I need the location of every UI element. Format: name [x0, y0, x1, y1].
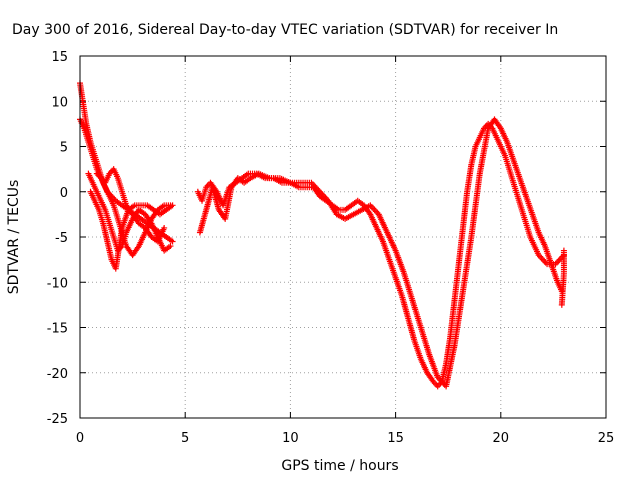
x-tick-label: 5	[181, 431, 189, 446]
x-tick-label: 0	[76, 431, 84, 446]
series-segment-5	[93, 166, 168, 245]
y-tick-label: -10	[47, 276, 68, 291]
chart-title: Day 300 of 2016, Sidereal Day-to-day VTE…	[12, 22, 558, 38]
series-segment-6	[194, 120, 567, 390]
series-outliers	[558, 247, 567, 308]
data-point	[558, 301, 565, 308]
series-segment-2	[77, 116, 174, 259]
grid-layer	[80, 56, 606, 418]
y-tick-label: -5	[55, 231, 68, 246]
y-tick-label: -20	[47, 367, 68, 382]
y-tick-label: -15	[47, 322, 68, 337]
series-segment-3	[85, 170, 174, 254]
y-tick-label: 0	[60, 186, 68, 201]
x-tick-label: 25	[598, 431, 615, 446]
y-tick-label: 5	[60, 141, 68, 156]
data-point	[169, 238, 176, 245]
data-point	[169, 202, 176, 209]
series-segment-7	[196, 116, 565, 390]
y-axis-label: SDTVAR / TECUs	[6, 180, 22, 295]
x-axis: 0 5 10 15 20 25	[76, 56, 614, 446]
y-axis: 15 10 5 0 -5 -10 -15 -20 -25	[47, 50, 606, 427]
x-tick-label: 10	[282, 431, 299, 446]
y-tick-label: 15	[51, 50, 68, 65]
y-tick-label: -25	[47, 412, 68, 427]
y-tick-label: 10	[51, 95, 68, 110]
data-point	[167, 243, 174, 250]
x-tick-label: 20	[493, 431, 510, 446]
plot-frame	[79, 55, 607, 419]
series-segment-4	[87, 188, 176, 272]
x-tick-label: 15	[387, 431, 404, 446]
data-series-layer	[77, 80, 567, 390]
data-point	[161, 224, 168, 231]
x-axis-label: GPS time / hours	[281, 458, 398, 474]
